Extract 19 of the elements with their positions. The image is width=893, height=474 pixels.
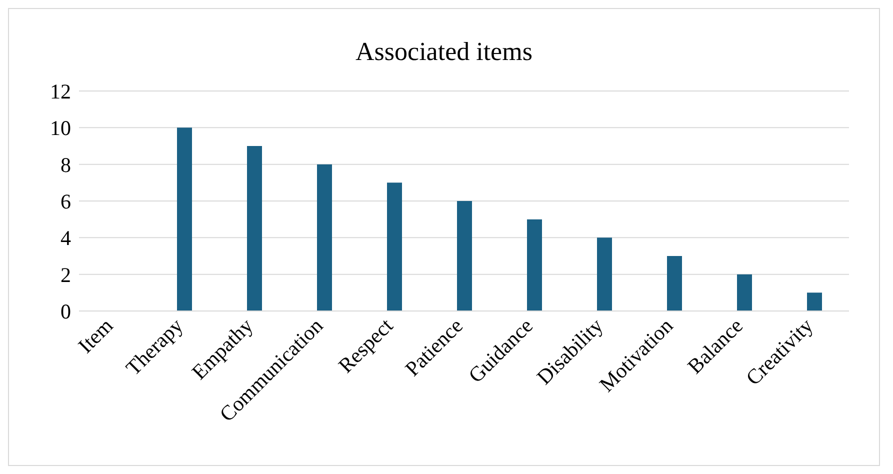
bar [667, 256, 682, 311]
bar [387, 182, 402, 311]
chart-title: Associated items [354, 37, 534, 68]
bar [177, 128, 192, 311]
bar [527, 219, 542, 311]
y-tick-label: 10 [50, 116, 71, 140]
bar [597, 238, 612, 311]
bar [317, 164, 332, 311]
x-tick-label: Item [73, 314, 118, 358]
bar [737, 274, 752, 311]
y-tick-label: 12 [50, 79, 71, 104]
y-tick-label: 2 [60, 262, 71, 287]
bar [807, 292, 822, 311]
bar [247, 146, 262, 311]
y-tick-label: 6 [60, 189, 71, 214]
bar [457, 201, 472, 311]
y-tick-label: 4 [60, 226, 72, 250]
y-tick-label: 8 [60, 152, 71, 177]
y-tick-label: 0 [60, 299, 71, 324]
